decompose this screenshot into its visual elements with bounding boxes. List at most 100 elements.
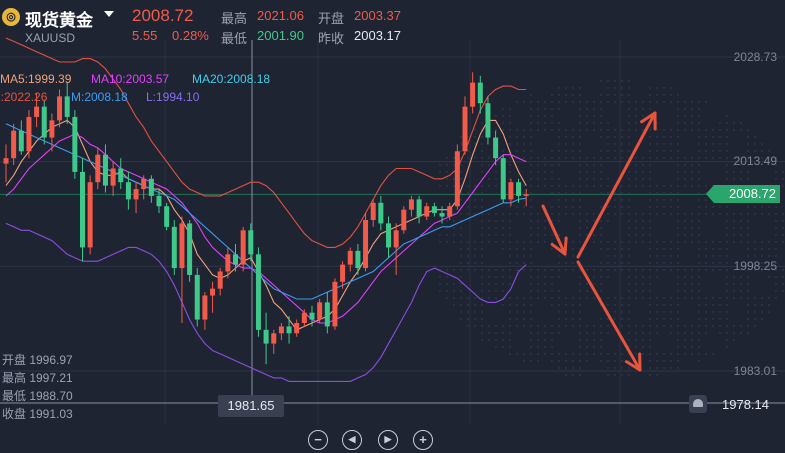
map-dot bbox=[760, 247, 764, 251]
prev-button[interactable]: ◀ bbox=[342, 430, 362, 450]
map-dot bbox=[746, 289, 750, 293]
map-dot bbox=[676, 135, 680, 139]
map-dot bbox=[592, 100, 596, 104]
map-dot bbox=[550, 121, 554, 125]
map-dot bbox=[536, 107, 540, 111]
map-dot bbox=[536, 289, 540, 293]
map-dot bbox=[585, 345, 589, 349]
map-dot bbox=[508, 219, 512, 223]
map-dot bbox=[669, 268, 673, 272]
map-dot bbox=[529, 303, 533, 307]
map-dot bbox=[578, 156, 582, 160]
map-dot bbox=[501, 121, 505, 125]
map-dot bbox=[564, 261, 568, 265]
map-dot bbox=[648, 303, 652, 307]
map-dot bbox=[459, 212, 463, 216]
map-dot bbox=[508, 240, 512, 244]
candle-body bbox=[141, 178, 147, 190]
map-dot bbox=[662, 149, 666, 153]
map-dot bbox=[641, 212, 645, 216]
map-dot bbox=[585, 128, 589, 132]
map-dot bbox=[718, 268, 722, 272]
next-button[interactable]: ▶ bbox=[378, 430, 398, 450]
map-dot bbox=[571, 100, 575, 104]
map-dot bbox=[697, 303, 701, 307]
map-dot bbox=[452, 240, 456, 244]
map-dot bbox=[760, 303, 764, 307]
map-dot bbox=[634, 170, 638, 174]
map-dot bbox=[669, 261, 673, 265]
map-dot bbox=[648, 107, 652, 111]
map-dot bbox=[669, 142, 673, 146]
map-dot bbox=[739, 219, 743, 223]
map-dot bbox=[676, 240, 680, 244]
map-dot bbox=[529, 212, 533, 216]
map-dot bbox=[599, 268, 603, 272]
map-dot bbox=[648, 177, 652, 181]
map-dot bbox=[746, 177, 750, 181]
map-dot bbox=[564, 373, 568, 377]
map-dot bbox=[613, 359, 617, 363]
candle-body bbox=[210, 288, 216, 296]
map-dot bbox=[557, 149, 561, 153]
map-dot bbox=[473, 191, 477, 195]
bell-icon[interactable] bbox=[689, 395, 707, 413]
map-dot bbox=[585, 107, 589, 111]
map-dot bbox=[452, 163, 456, 167]
map-dot bbox=[557, 142, 561, 146]
map-dot bbox=[627, 233, 631, 237]
map-dot bbox=[592, 114, 596, 118]
map-dot bbox=[585, 226, 589, 230]
map-dot bbox=[676, 366, 680, 370]
candle-body bbox=[102, 154, 108, 186]
map-dot bbox=[781, 219, 785, 223]
map-dot bbox=[557, 198, 561, 202]
candle-body bbox=[3, 158, 9, 164]
map-dot bbox=[613, 303, 617, 307]
map-dot bbox=[683, 226, 687, 230]
map-dot bbox=[480, 303, 484, 307]
map-dot bbox=[753, 247, 757, 251]
candle-body bbox=[202, 295, 208, 320]
map-dot bbox=[571, 205, 575, 209]
map-dot bbox=[543, 128, 547, 132]
map-dot bbox=[620, 128, 624, 132]
map-dot bbox=[627, 184, 631, 188]
map-dot bbox=[676, 177, 680, 181]
map-dot bbox=[634, 324, 638, 328]
map-dot bbox=[711, 128, 715, 132]
map-dot bbox=[529, 247, 533, 251]
map-dot bbox=[774, 282, 778, 286]
map-dot bbox=[543, 240, 547, 244]
zoom-out-button[interactable]: − bbox=[308, 430, 328, 450]
map-dot bbox=[564, 212, 568, 216]
zoom-in-button[interactable]: + bbox=[413, 430, 433, 450]
instrument-name[interactable]: 现货黄金 bbox=[25, 11, 93, 30]
map-dot bbox=[662, 352, 666, 356]
series-line-ma10 bbox=[5, 133, 527, 324]
map-dot bbox=[760, 254, 764, 258]
map-dot bbox=[459, 233, 463, 237]
map-dot bbox=[543, 289, 547, 293]
map-dot bbox=[774, 289, 778, 293]
map-dot bbox=[557, 156, 561, 160]
chevron-down-icon[interactable] bbox=[104, 11, 114, 17]
map-dot bbox=[725, 177, 729, 181]
map-dot bbox=[627, 142, 631, 146]
map-dot bbox=[648, 100, 652, 104]
map-dot bbox=[564, 100, 568, 104]
map-dot bbox=[529, 240, 533, 244]
map-dot bbox=[753, 149, 757, 153]
map-dot bbox=[578, 373, 582, 377]
map-dot bbox=[557, 128, 561, 132]
map-dot bbox=[725, 268, 729, 272]
map-dot bbox=[536, 156, 540, 160]
map-dot bbox=[487, 282, 491, 286]
map-dot bbox=[676, 212, 680, 216]
map-dot bbox=[536, 212, 540, 216]
map-dot bbox=[480, 191, 484, 195]
map-dot bbox=[592, 121, 596, 125]
map-dot bbox=[704, 352, 708, 356]
map-dot bbox=[564, 352, 568, 356]
